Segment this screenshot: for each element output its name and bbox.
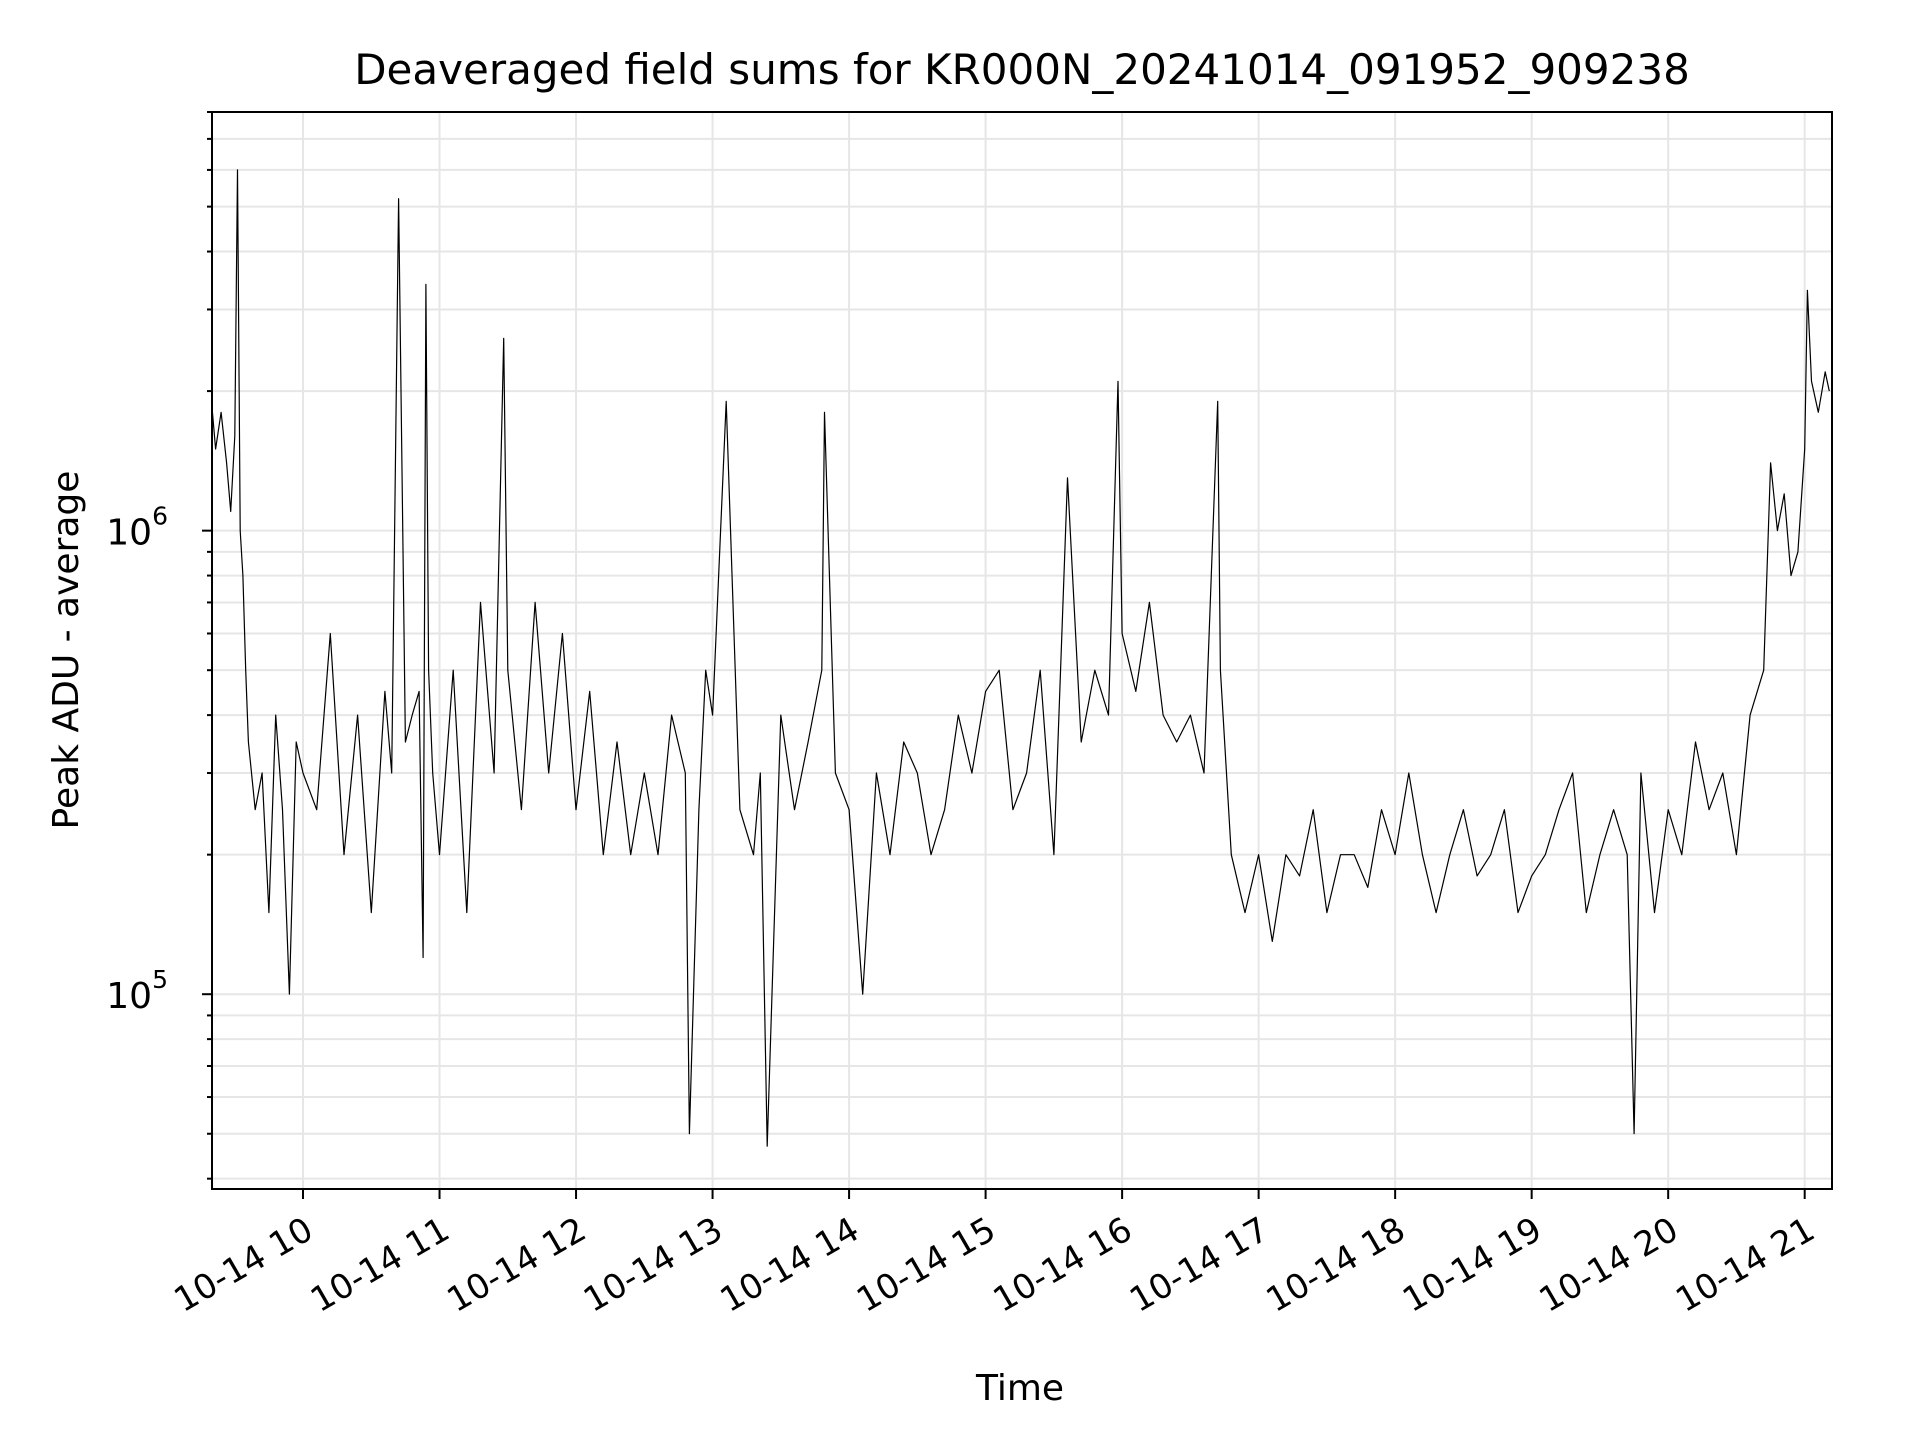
y-axis-label: Peak ADU - average [46, 471, 87, 830]
x-tick-label: 10-14 20 [1533, 1210, 1685, 1321]
y-tick-label: 10 [106, 976, 152, 1017]
y-grid [212, 111, 1832, 1180]
x-tick-label: 10-14 17 [1123, 1210, 1275, 1321]
y-tick-exponent: 5 [152, 965, 168, 994]
x-tick-label: 10-14 19 [1396, 1210, 1548, 1321]
x-tick-label: 10-14 13 [577, 1210, 729, 1321]
plot-frame [211, 111, 1833, 1190]
x-tick-label: 10-14 18 [1260, 1210, 1412, 1321]
x-tick-label: 10-14 10 [168, 1210, 320, 1321]
x-tick-label: 10-14 11 [304, 1210, 456, 1321]
x-tick-label: 10-14 16 [987, 1210, 1139, 1321]
y-tick-exponent: 6 [152, 502, 168, 531]
x-tick-label: 10-14 12 [441, 1210, 593, 1321]
y-tick-label: 10 [106, 513, 152, 554]
series-line [210, 169, 1830, 1147]
x-tick-label: 10-14 15 [850, 1210, 1002, 1321]
x-axis-label: Time [975, 1368, 1064, 1409]
chart-title: Deaveraged field sums for KR000N_2024101… [354, 45, 1690, 94]
x-tick-label: 10-14 14 [714, 1210, 866, 1321]
x-tick-label: 10-14 21 [1669, 1210, 1821, 1321]
x-grid [302, 112, 1806, 1189]
